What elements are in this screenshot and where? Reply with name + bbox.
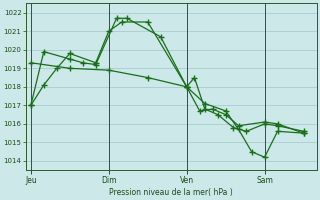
X-axis label: Pression niveau de la mer( hPa ): Pression niveau de la mer( hPa )	[109, 188, 233, 197]
